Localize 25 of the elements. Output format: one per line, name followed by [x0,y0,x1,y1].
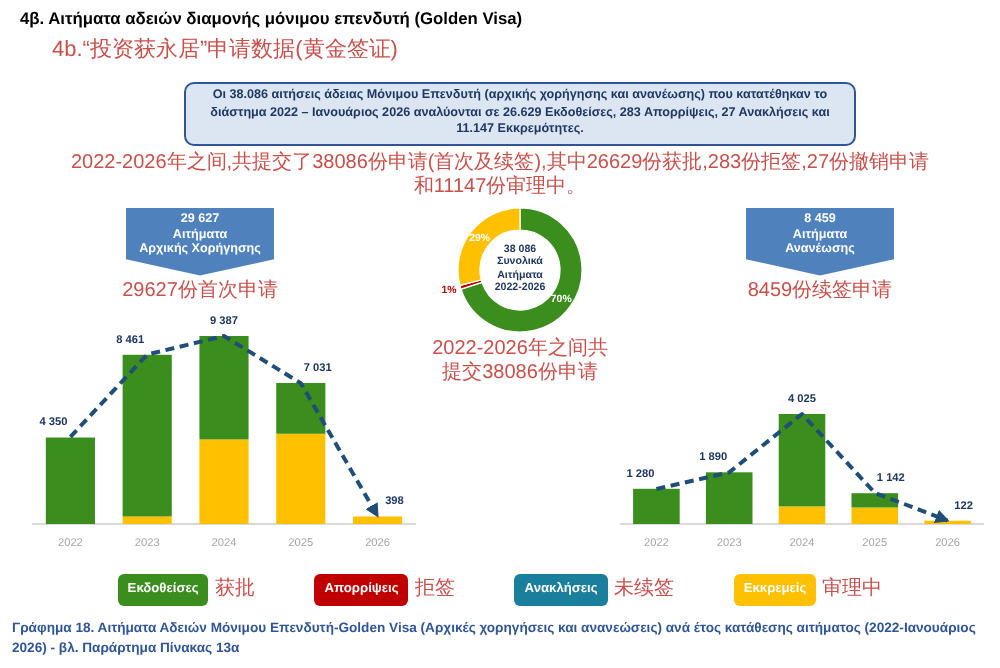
bar [851,507,899,524]
text: 2022-2026年之间共提交38086份申请 [430,338,610,386]
bar [45,437,95,524]
text: 获批 [214,578,255,602]
bar [276,383,326,434]
bar [851,493,899,508]
bar [199,336,249,440]
bar [778,506,826,524]
bar [199,439,249,524]
text: 4β. Αιτήματα αδειών διαμονής μόνιμου επενδυτή (Golden Visa) [20,8,523,28]
donut-slice [460,207,583,333]
bar [778,414,826,507]
bar [353,516,403,524]
chart-subtitle: 29627份首次申请 [120,280,280,304]
text: 4b.“投资获永居”申请数据(黄金签证) [52,35,398,64]
bar [633,488,680,524]
bar [122,354,172,517]
chart-subtitle: 8459份续签申请 [745,280,895,304]
text: 2022-2026年之间,共提交了38086份申请(首次及续签),其中26629份获批,283份拒签,27份撤销申请和11147份审理中。 [70,152,930,200]
text: 未续签 [613,578,674,602]
bar [276,433,326,524]
bar [122,516,172,524]
text: 审理中 [822,578,883,602]
bar [705,472,753,524]
text: 拒签 [414,578,455,602]
